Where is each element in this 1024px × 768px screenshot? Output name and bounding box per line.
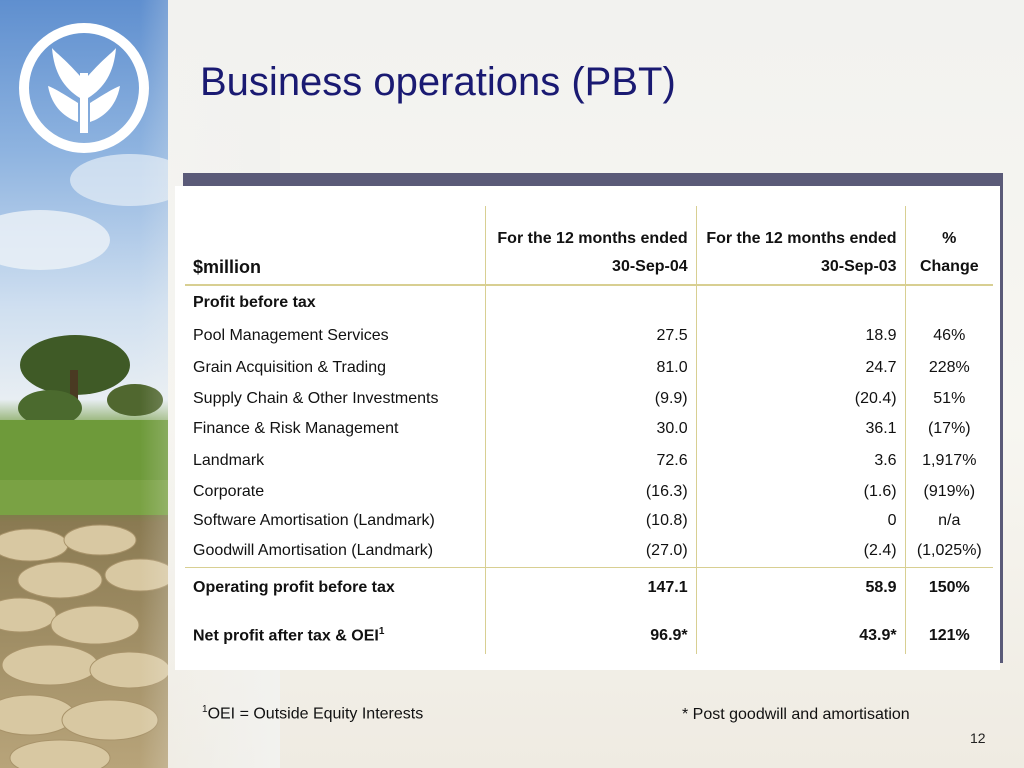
net-label-sup: 1 [378, 626, 385, 638]
table-row: Finance & Risk Management 30.0 36.1 (17%… [185, 413, 993, 445]
row-fy04: 72.6 [484, 445, 697, 477]
row-label: Corporate [193, 482, 265, 500]
section-label: Profit before tax [193, 294, 316, 311]
footnote-oei: 1OEI = Outside Equity Interests [202, 704, 423, 723]
row-fy03: 3.6 [695, 445, 906, 477]
row-label: Goodwill Amortisation (Landmark) [193, 542, 434, 559]
row-fy04: (16.3) [484, 477, 697, 506]
total-label: Operating profit before tax [185, 567, 486, 608]
empty-cell [695, 608, 906, 618]
net-label: Net profit after tax & OEI [193, 627, 379, 645]
row-fy04: (9.9) [484, 384, 697, 413]
row-change: 51% [904, 384, 993, 413]
spacer-row [185, 608, 993, 618]
col3-header-line1: For the 12 months ended [695, 206, 906, 250]
section-row: Profit before tax [185, 285, 993, 320]
empty-cell [484, 285, 697, 320]
row-label: Software Amortisation (Landmark) [193, 511, 435, 529]
empty-cell [484, 608, 697, 618]
row-change: (1,025%) [904, 535, 993, 568]
table-row: Pool Management Services 27.5 18.9 46% [185, 320, 993, 352]
table-row: Landmark 72.6 3.6 1,917% [185, 445, 993, 477]
slide-title: Business operations (PBT) [200, 60, 676, 104]
wheat-logo-icon [19, 23, 149, 153]
footnote-oei-text: OEI = Outside Equity Interests [207, 705, 424, 723]
financial-table: For the 12 months ended For the 12 month… [185, 206, 993, 654]
page-number: 12 [970, 730, 986, 746]
row-fy03: (20.4) [695, 384, 906, 413]
footnote-post: * Post goodwill and amortisation [682, 706, 910, 723]
table-row: Goodwill Amortisation (Landmark) (27.0) … [185, 535, 993, 568]
row-fy04: (10.8) [484, 506, 697, 535]
unit-label: $million [185, 250, 486, 286]
net-fy03: 43.9* [695, 618, 906, 654]
col4-header-line1: % [904, 206, 993, 250]
table-row: Supply Chain & Other Investments (9.9) (… [185, 384, 993, 413]
row-fy03: 0 [695, 506, 906, 535]
row-label: Finance & Risk Management [193, 420, 399, 437]
row-fy04: 27.5 [484, 320, 697, 352]
col2-header-line2: 30-Sep-04 [484, 250, 697, 286]
col2-header-line1: For the 12 months ended [484, 206, 697, 250]
empty-cell [904, 608, 993, 618]
row-change: (919%) [904, 477, 993, 506]
row-fy03: 36.1 [695, 413, 906, 445]
row-fy03: 24.7 [695, 352, 906, 384]
row-label: Landmark [193, 452, 265, 469]
header-empty-cell [185, 206, 485, 250]
footnote-oei-sup: 1 [202, 704, 208, 715]
row-change: 46% [904, 320, 993, 352]
col3-header-line2: 30-Sep-03 [695, 250, 906, 286]
row-change: 1,917% [904, 445, 993, 477]
total-change: 150% [904, 567, 993, 608]
table-row: Software Amortisation (Landmark) (10.8) … [185, 506, 993, 535]
row-label: Grain Acquisition & Trading [193, 359, 386, 376]
total-fy03: 58.9 [695, 567, 906, 608]
row-change: n/a [904, 506, 993, 535]
row-label: Supply Chain & Other Investments [193, 389, 439, 407]
table-header-row: $million 30-Sep-04 30-Sep-03 Change [185, 250, 993, 286]
table-row: Corporate (16.3) (1.6) (919%) [185, 477, 993, 506]
net-label-cell: Net profit after tax & OEI1 [185, 618, 485, 654]
row-fy03: 18.9 [695, 320, 906, 352]
row-change: 228% [904, 352, 993, 384]
row-fy04: 30.0 [484, 413, 697, 445]
net-row: Net profit after tax & OEI1 96.9* 43.9* … [185, 618, 993, 654]
net-change: 121% [904, 618, 993, 654]
col4-header-line2: Change [904, 250, 993, 286]
total-row: Operating profit before tax 147.1 58.9 1… [185, 567, 993, 608]
table-header-row: For the 12 months ended For the 12 month… [185, 206, 993, 250]
row-fy04: (27.0) [484, 535, 697, 568]
empty-cell [695, 285, 906, 320]
row-fy03: (1.6) [695, 477, 906, 506]
row-change: (17%) [904, 413, 993, 445]
row-fy03: (2.4) [695, 535, 906, 568]
total-fy04: 147.1 [484, 567, 697, 608]
net-fy04: 96.9* [484, 618, 697, 654]
table-row: Grain Acquisition & Trading 81.0 24.7 22… [185, 352, 993, 384]
row-label: Pool Management Services [193, 327, 389, 344]
empty-cell [185, 608, 485, 618]
row-fy04: 81.0 [484, 352, 697, 384]
empty-cell [904, 285, 993, 320]
